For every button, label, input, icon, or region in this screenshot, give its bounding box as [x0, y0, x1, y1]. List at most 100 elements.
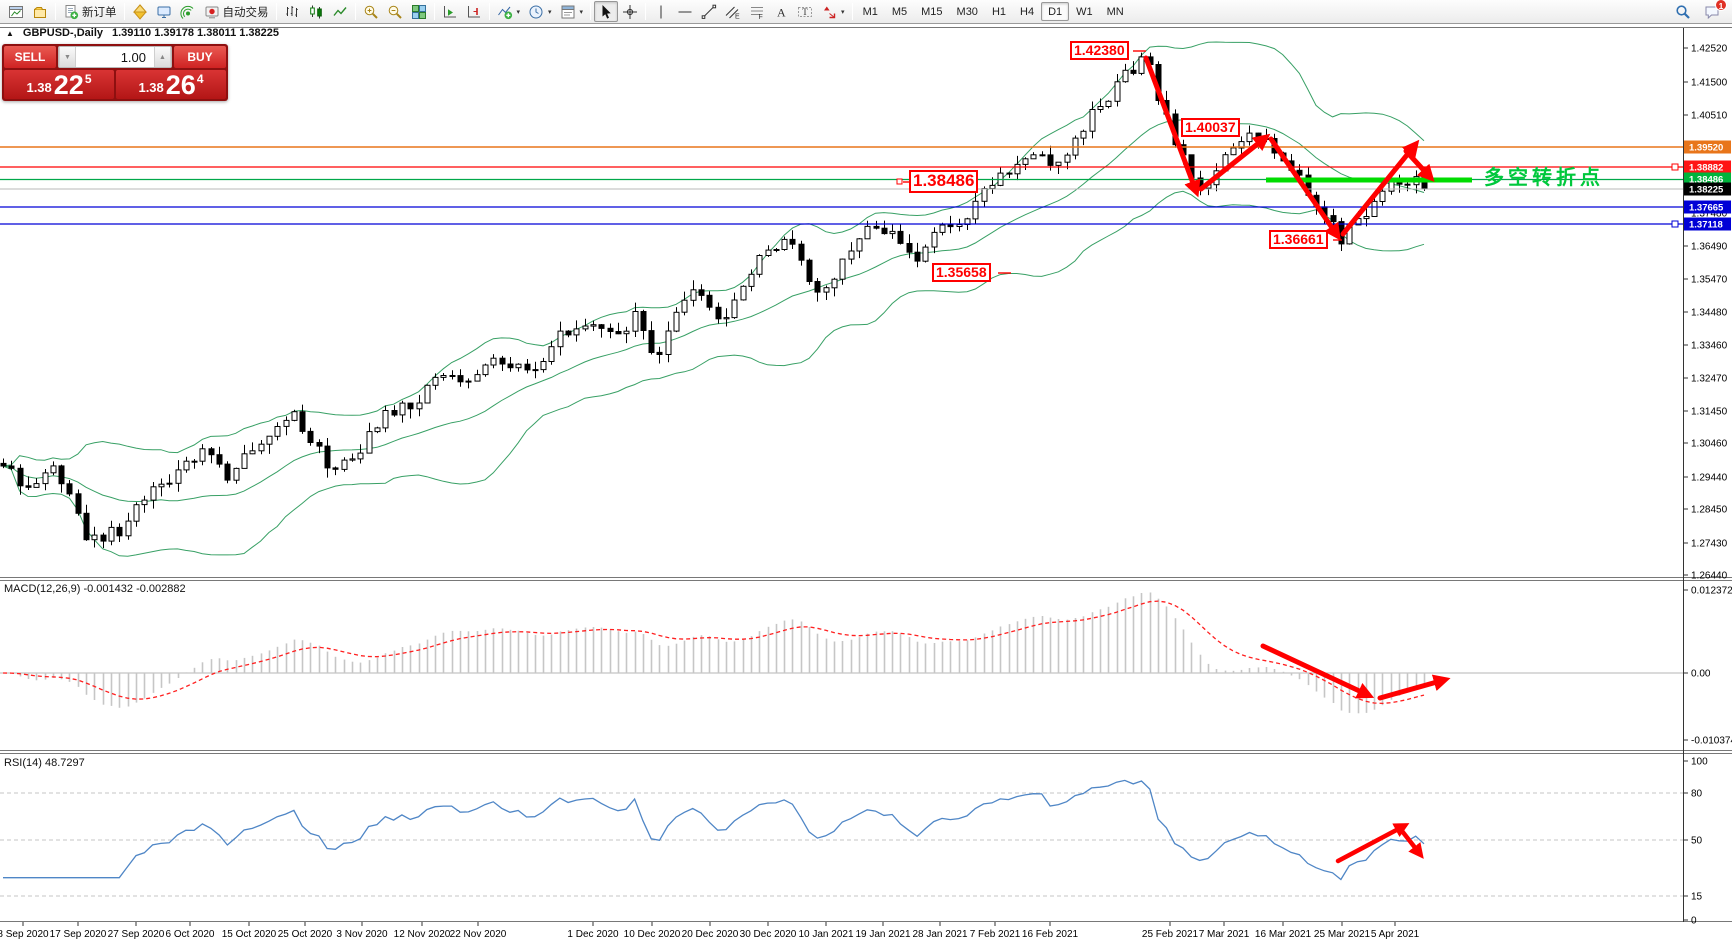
toolbar-separator [123, 3, 125, 20]
indicator-scales: 0.012372 0.00 -0.010374 100 80 50 15 0 [1683, 586, 1732, 927]
notifications-button[interactable]: 1 [1702, 0, 1727, 22]
zoom-in-button[interactable] [359, 1, 383, 22]
channel-icon: E [725, 4, 741, 20]
bar-chart-button[interactable] [280, 1, 304, 22]
horizontal-line-button[interactable] [673, 1, 697, 22]
trendline-icon [701, 4, 717, 20]
text-label-button[interactable]: T [793, 1, 817, 22]
hosting-icon [156, 4, 172, 20]
price-callout[interactable]: 1.36661 [1269, 230, 1328, 250]
profiles-button[interactable] [28, 1, 52, 22]
trend-arrows[interactable] [1143, 55, 1435, 241]
horizontal-level-lines[interactable] [0, 146, 1683, 228]
indicators-button[interactable]: ▾ [493, 1, 525, 22]
price-callout[interactable]: 1.38486 [909, 170, 979, 193]
price-callout[interactable]: 1.42380 [1070, 41, 1129, 61]
zoom-out-button[interactable] [383, 1, 407, 22]
toolbar-separator [590, 3, 592, 20]
tile-windows-button[interactable] [407, 1, 431, 22]
top-toolbar: 新订单 自动交易 ▾ ▾ ▾ E F A T ▾ M1 M5 M15 M30 H1 H4 D1 W1 MN 1 [0, 0, 1732, 24]
timeframe-m30-button[interactable]: M30 [956, 5, 978, 18]
autotrading-button[interactable]: 自动交易 [200, 1, 273, 22]
chevron-down-icon: ▾ [579, 8, 584, 16]
timeframe-mn-button[interactable]: MN [1106, 5, 1124, 18]
sell-price-prefix: 1.38 [26, 80, 52, 95]
timeframe-w1-button[interactable]: W1 [1076, 5, 1093, 18]
fibonacci-icon: F [749, 4, 765, 20]
analyst-note[interactable]: 多空转折点 [1484, 167, 1604, 189]
bars-icon [284, 4, 300, 20]
volume-increase-button[interactable]: ▲ [154, 47, 171, 67]
new-chart-button[interactable] [4, 1, 28, 22]
timeframe-h1-button[interactable]: H1 [991, 5, 1006, 18]
crosshair-button[interactable] [618, 1, 642, 22]
buy-button[interactable]: BUY [174, 46, 226, 68]
notification-badge: 1 [1715, 0, 1727, 11]
arrows-button[interactable]: ▾ [817, 1, 849, 22]
buy-price-big: 26 [165, 70, 196, 100]
date-axis[interactable]: 8 Sep 2020 17 Sep 2020 27 Sep 2020 6 Oct 20… [0, 922, 1420, 940]
macd-trend-arrows[interactable] [1260, 643, 1451, 701]
new-order-icon [63, 4, 79, 20]
chevron-down-icon: ▾ [516, 8, 521, 16]
svg-text:F: F [759, 14, 763, 20]
volume-input[interactable]: 1.00 [120, 49, 146, 65]
vertical-line-button[interactable] [649, 1, 673, 22]
sell-button[interactable]: SELL [4, 46, 56, 68]
svg-text:0.012372: 0.012372 [1691, 586, 1732, 597]
price-scale[interactable]: 1.42520 1.41500 1.40510 1.37480 1.36490 1.354… [1683, 44, 1731, 582]
chart-shift-button[interactable] [462, 1, 486, 22]
rsi-label: RSI(14) 48.7297 [4, 757, 85, 769]
svg-text:10 Dec 2020: 10 Dec 2020 [624, 929, 681, 940]
cursor-button[interactable] [594, 1, 619, 22]
svg-text:25 Feb 2021: 25 Feb 2021 [1142, 929, 1199, 940]
svg-text:50: 50 [1691, 836, 1703, 847]
signals-button[interactable] [176, 1, 200, 22]
line-chart-icon [332, 4, 348, 20]
templates-button[interactable]: ▾ [556, 1, 588, 22]
timeframe-d1-button[interactable]: D1 [1041, 2, 1070, 21]
chart-shift-icon [466, 4, 482, 20]
svg-text:1.38225: 1.38225 [1689, 185, 1724, 196]
community-button[interactable] [128, 1, 152, 22]
periods-button[interactable]: ▾ [524, 1, 556, 22]
buy-price-display[interactable]: 1.38 26 4 [116, 70, 226, 99]
timeframe-m1-button[interactable]: M1 [862, 5, 878, 18]
autotrade-icon [204, 4, 220, 20]
svg-text:25 Mar 2021: 25 Mar 2021 [1314, 929, 1371, 940]
new-chart-icon [8, 4, 24, 20]
rsi-trend-arrows[interactable] [1335, 823, 1424, 864]
svg-text:1.26440: 1.26440 [1691, 571, 1728, 582]
line-chart-button[interactable] [328, 1, 352, 22]
svg-text:1.31450: 1.31450 [1691, 407, 1728, 418]
auto-scroll-button[interactable] [438, 1, 462, 22]
candlestick-chart-button[interactable] [304, 1, 328, 22]
svg-text:7 Mar 2021: 7 Mar 2021 [1199, 929, 1250, 940]
sell-price-display[interactable]: 1.38 22 5 [4, 70, 114, 99]
svg-text:1.37665: 1.37665 [1689, 203, 1724, 214]
svg-text:1.32470: 1.32470 [1691, 374, 1728, 385]
fibonacci-button[interactable]: F [745, 1, 769, 22]
equidistant-channel-button[interactable]: E [721, 1, 745, 22]
timeframe-m15-button[interactable]: M15 [921, 5, 943, 18]
virtual-hosting-button[interactable] [152, 1, 176, 22]
search-icon [1675, 4, 1691, 20]
svg-text:15 Oct 2020: 15 Oct 2020 [222, 929, 277, 940]
text-button[interactable]: A [769, 1, 793, 22]
volume-decrease-button[interactable]: ▼ [59, 47, 76, 67]
collapse-icon[interactable]: ▲ [6, 28, 14, 38]
svg-text:5 Apr 2021: 5 Apr 2021 [1371, 929, 1420, 940]
svg-text:1.33460: 1.33460 [1691, 341, 1728, 352]
trendline-button[interactable] [697, 1, 721, 22]
svg-text:7 Feb 2021: 7 Feb 2021 [970, 929, 1021, 940]
search-button[interactable] [1673, 2, 1693, 22]
svg-text:1.27430: 1.27430 [1691, 539, 1728, 550]
macd-label: MACD(12,26,9) -0.001432 -0.002882 [4, 583, 186, 595]
price-callout[interactable]: 1.35658 [932, 263, 991, 283]
timeframe-h4-button[interactable]: H4 [1020, 5, 1035, 18]
templates-icon [560, 4, 576, 20]
timeframe-m5-button[interactable]: M5 [891, 5, 908, 18]
price-callout[interactable]: 1.40037 [1181, 118, 1240, 138]
new-order-button[interactable]: 新订单 [59, 1, 121, 22]
